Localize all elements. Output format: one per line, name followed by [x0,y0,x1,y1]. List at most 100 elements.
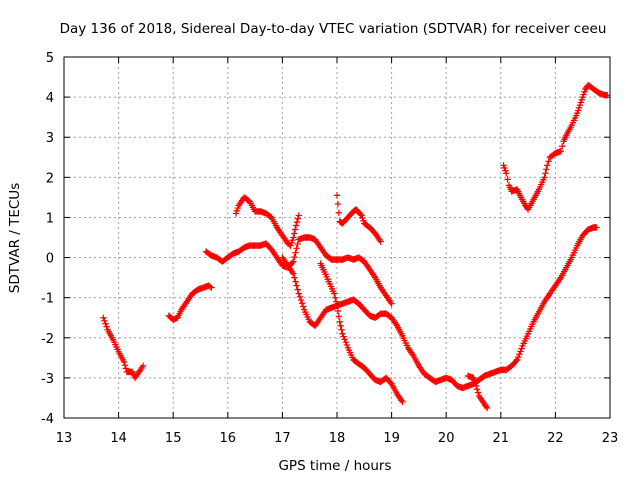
data-point [294,286,301,293]
series-5 [279,224,600,392]
data-point [290,234,297,241]
plot-frame [63,56,611,419]
data-point [515,353,522,361]
data-point [339,330,346,337]
data-point [357,211,364,218]
data-point [343,341,351,349]
data-point [340,333,347,340]
data-point [545,158,552,165]
data-point [101,317,108,324]
x-tick-label: 21 [493,431,510,446]
data-point [336,318,343,325]
series-9 [500,81,611,213]
x-tick-label: 15 [165,431,182,446]
data-point [291,230,298,237]
data-point [541,174,548,181]
chart-title: Day 136 of 2018, Sidereal Day-to-day VTE… [60,21,607,37]
data-point [342,338,349,346]
data-point [333,302,341,309]
data-point [296,293,304,301]
data-point [102,320,109,327]
data-point [297,296,305,304]
data-point [557,148,565,155]
series-3 [202,234,395,307]
data-point [559,143,566,150]
data-point [100,314,107,321]
data-point [377,238,384,245]
x-tick-label: 18 [329,431,346,446]
data-point [294,215,302,222]
data-point [334,307,342,315]
data-point [504,176,511,183]
data-point [291,274,298,281]
y-tick-label: -3 [41,372,54,387]
data-point [473,382,480,390]
data-point [291,253,298,261]
data-point [293,282,300,289]
y-tick-label: 3 [46,131,54,146]
data-point [334,200,342,208]
data-point [544,162,551,169]
data-point [399,398,406,406]
data-point [208,284,215,291]
data-point [337,322,344,329]
y-tick-label: -2 [41,332,54,347]
data-point [512,357,520,365]
data-point [290,270,297,277]
data-point [513,356,521,364]
data-point [333,192,341,199]
data-point [294,240,301,248]
data-point [298,300,306,307]
x-tick-label: 13 [56,431,73,446]
y-tick-label: 5 [46,51,54,66]
x-tick-label: 16 [220,431,237,446]
data-point [332,298,340,305]
data-point [516,351,523,358]
data-point [542,170,549,177]
series-6 [317,260,406,406]
data-point [338,326,345,333]
data-point [206,283,214,290]
data-point [335,209,343,216]
series-8 [464,372,491,412]
data-point [387,379,394,386]
data-point [388,300,395,307]
data-point [293,245,300,252]
y-tick-label: -4 [41,412,54,427]
y-tick-label: 2 [46,171,54,186]
y-tick-label: 1 [46,211,54,226]
data-point [483,403,490,410]
data-point [543,166,550,173]
x-tick-label: 20 [438,431,455,446]
y-tick-label: 0 [46,252,54,267]
data-point [295,290,302,297]
y-tick-labels: -4 -3 -2 -1 0 1 2 3 4 5 [41,51,54,427]
data-point [604,91,611,99]
grid [64,57,610,418]
data-point [103,323,110,330]
data-point [335,313,343,320]
data-point [483,404,491,412]
x-tick-labels: 13 14 15 16 17 18 19 20 21 22 23 [56,431,619,446]
x-tick-label: 19 [383,431,400,446]
x-tick-label: 17 [274,431,291,446]
data-point [120,358,128,366]
x-axis-label: GPS time / hours [278,458,391,474]
data-point [289,259,296,266]
data-point [517,348,524,355]
data-point [291,226,299,233]
data-point [518,345,525,352]
data-point [293,218,301,226]
x-tick-label: 23 [602,431,619,446]
series-1 [100,314,147,382]
x-tick-label: 22 [547,431,564,446]
data-point [299,303,307,310]
data-point [292,222,300,229]
y-tick-label: 4 [46,91,54,106]
y-axis-label: SDTVAR / TECUs [7,183,23,293]
x-tick-label: 14 [110,431,127,446]
data-point [473,386,481,393]
data-point [295,212,302,219]
series-7 [333,192,384,245]
